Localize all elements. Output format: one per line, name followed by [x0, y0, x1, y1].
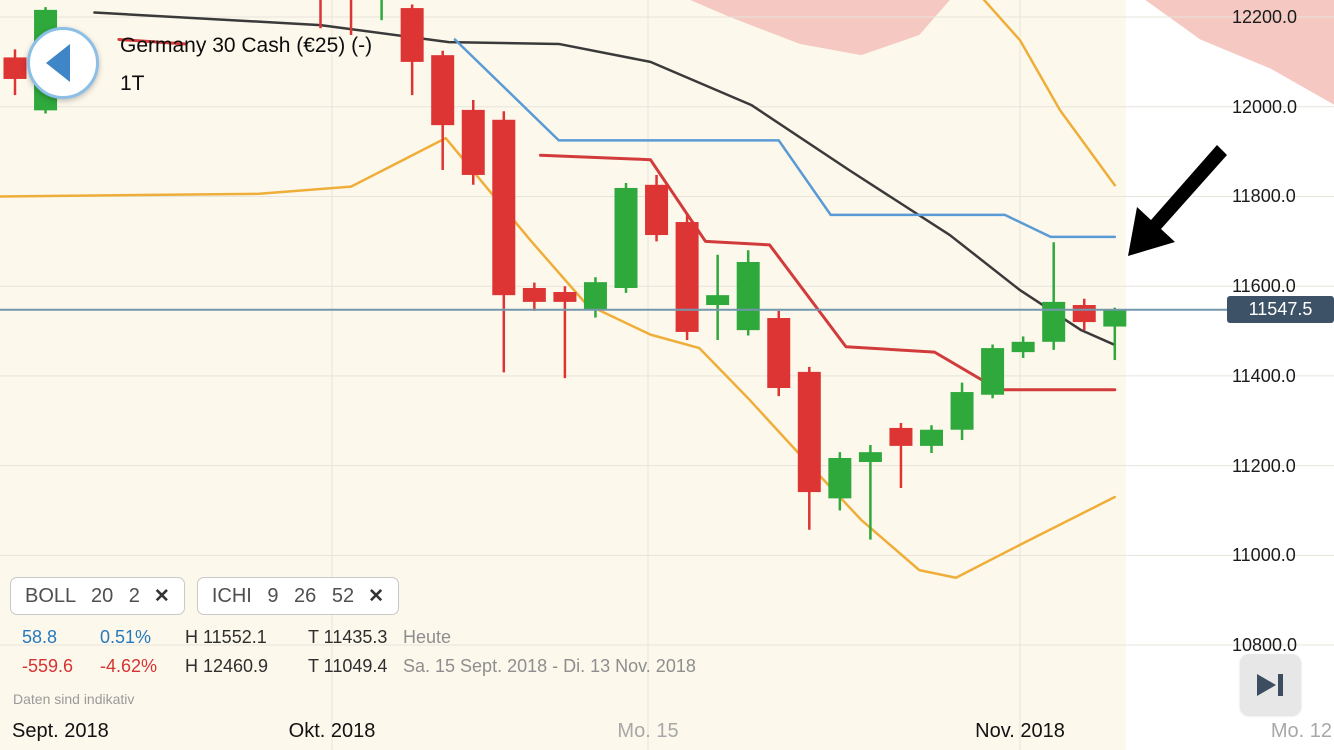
today-high: H 11552.1 — [185, 627, 267, 647]
range-change-pct: -4.62% — [100, 656, 158, 676]
today-period: Heute — [403, 627, 452, 647]
back-button[interactable] — [27, 27, 99, 99]
stats-row-range: -559.6 -4.62% H 12460.9 T 11049.4 Sa. 15… — [0, 656, 820, 680]
remove-ichi-icon[interactable]: ✕ — [368, 585, 385, 607]
back-icon — [46, 44, 70, 82]
skip-to-end-icon — [1256, 673, 1283, 696]
instrument-title: Germany 30 Cash (€25) (-) — [120, 34, 373, 57]
range-change: -559.6 — [22, 656, 74, 676]
skip-to-latest-button[interactable] — [1240, 654, 1301, 715]
range-low: T 11049.4 — [308, 656, 388, 676]
today-change-pct: 0.51% — [100, 627, 152, 647]
range-high: H 12460.9 — [185, 656, 269, 676]
today-low: T 11435.3 — [308, 627, 388, 647]
today-change: 58.8 — [22, 627, 58, 647]
stats-row-today: 58.8 0.51% H 11552.1 T 11435.3 Heute — [0, 627, 820, 651]
current-price-badge: 11547.5 — [1227, 296, 1334, 323]
chip-ichi-label: ICHI 9 26 52 — [211, 584, 355, 607]
disclaimer-text: Daten sind indikativ — [13, 691, 135, 707]
remove-boll-icon[interactable]: ✕ — [153, 585, 170, 607]
range-period: Sa. 15 Sept. 2018 - Di. 13 Nov. 2018 — [403, 656, 696, 676]
chip-boll-label: BOLL 20 2 — [25, 584, 140, 607]
indicator-chip-ichi[interactable]: ICHI 9 26 52 ✕ — [196, 577, 400, 615]
indicator-chip-boll[interactable]: BOLL 20 2 ✕ — [10, 577, 185, 615]
indicator-chips: BOLL 20 2 ✕ ICHI 9 26 52 ✕ — [10, 577, 400, 615]
timeframe-label[interactable]: 1T — [120, 72, 145, 95]
